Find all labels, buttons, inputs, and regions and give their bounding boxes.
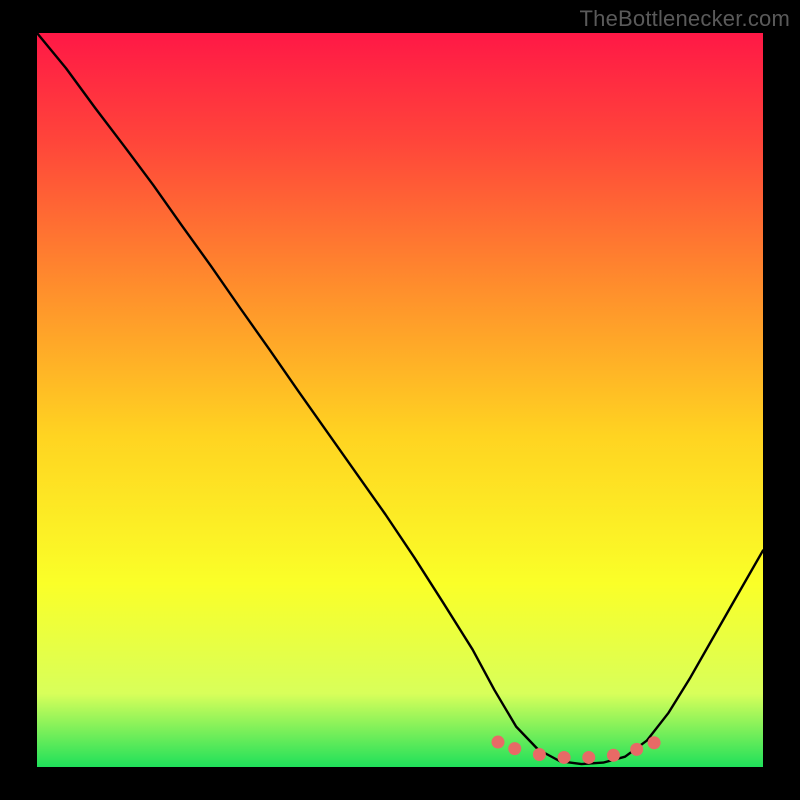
chart-container: TheBottlenecker.com: [0, 0, 800, 800]
curve-marker: [558, 751, 571, 764]
plot-area: [37, 33, 763, 767]
gradient-background: [37, 33, 763, 767]
curve-marker: [607, 749, 620, 762]
plot-svg: [37, 33, 763, 767]
curve-marker: [630, 743, 643, 756]
curve-marker: [533, 748, 546, 761]
curve-marker: [508, 742, 521, 755]
curve-marker: [582, 751, 595, 764]
curve-marker: [492, 736, 505, 749]
curve-marker: [648, 736, 661, 749]
watermark-text: TheBottlenecker.com: [580, 6, 790, 32]
